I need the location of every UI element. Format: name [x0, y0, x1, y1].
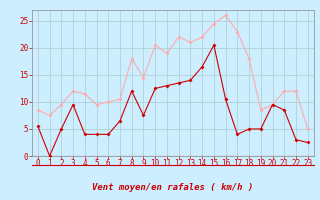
- Text: Vent moyen/en rafales ( km/h ): Vent moyen/en rafales ( km/h ): [92, 183, 253, 192]
